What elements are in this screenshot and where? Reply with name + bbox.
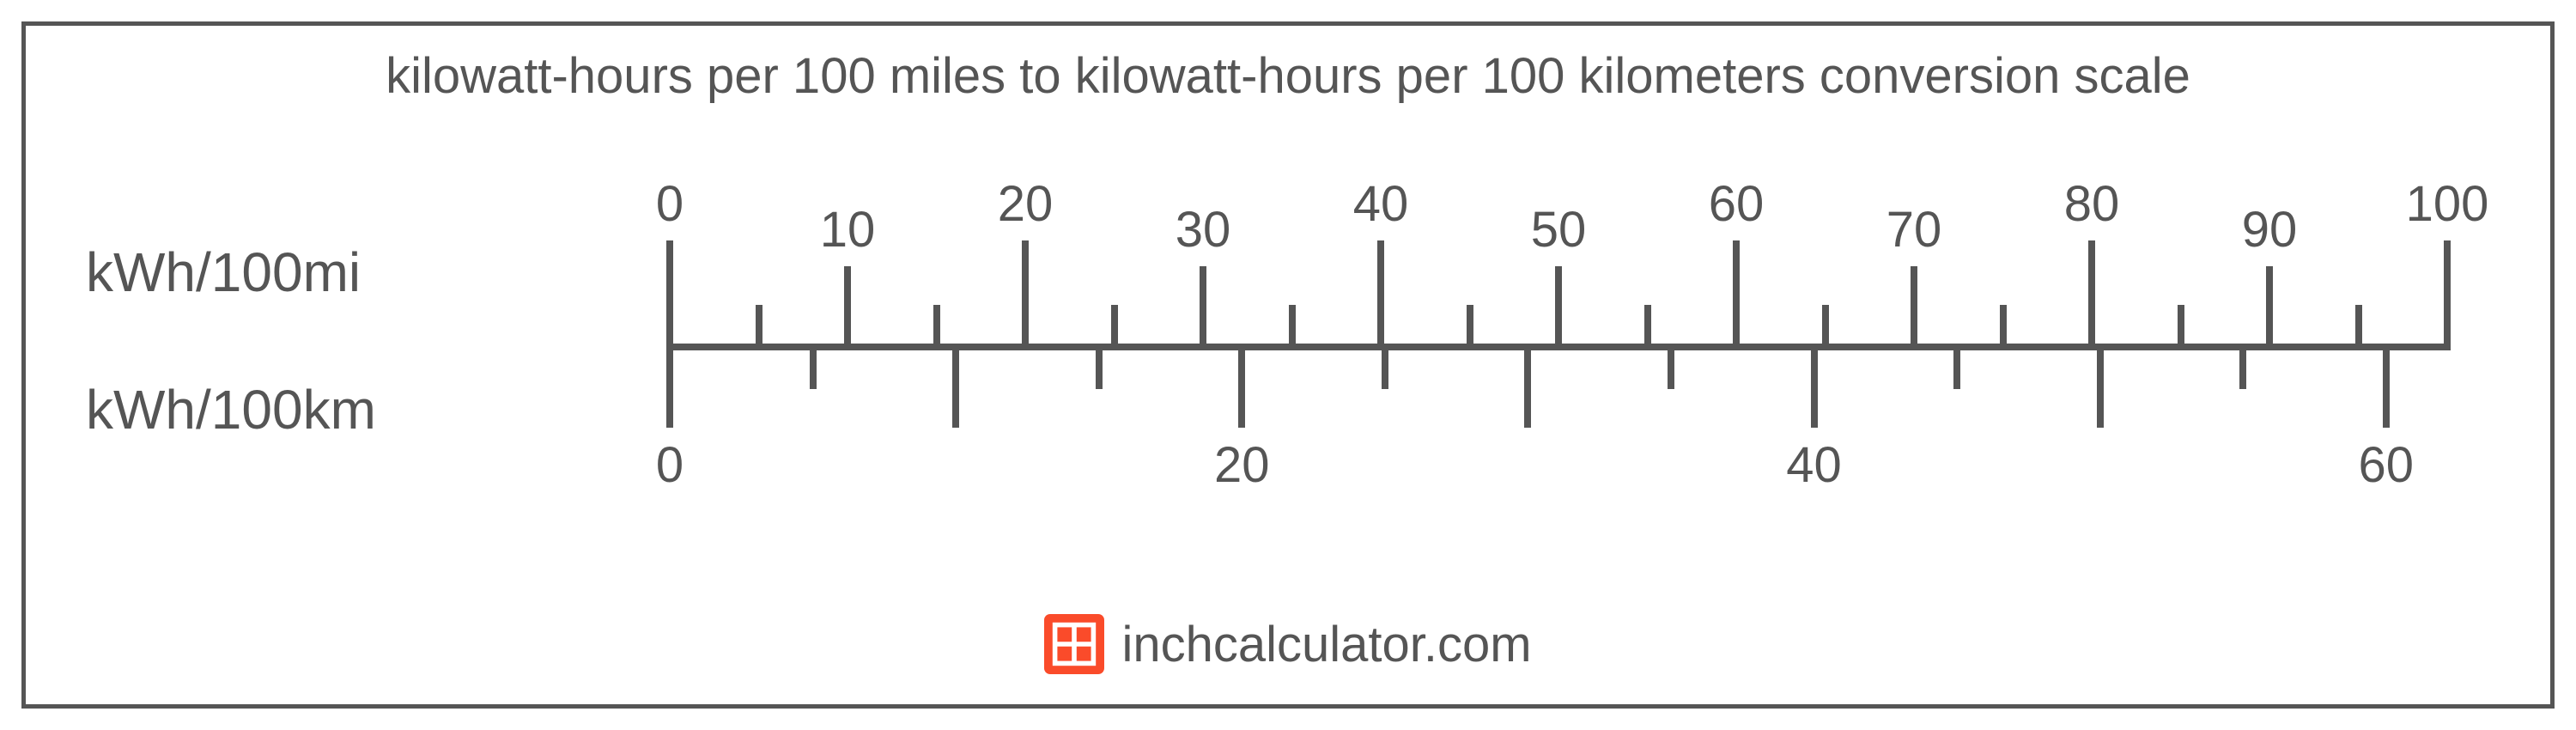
top-tick — [1644, 305, 1651, 350]
bottom-tick — [2383, 344, 2390, 428]
top-tick — [933, 305, 940, 350]
top-tick-label: 60 — [1709, 175, 1765, 233]
top-tick — [1022, 240, 1029, 350]
bottom-tick — [952, 344, 959, 428]
calculator-icon — [1044, 614, 1104, 674]
top-tick-label: 100 — [2406, 175, 2489, 233]
top-tick — [666, 240, 673, 350]
top-tick — [1377, 240, 1384, 350]
top-tick-label: 10 — [820, 201, 876, 259]
bottom-tick-label: 40 — [1786, 436, 1842, 494]
top-tick — [2178, 305, 2184, 350]
top-tick — [1733, 240, 1740, 350]
top-tick — [1911, 266, 1917, 350]
top-tick — [1467, 305, 1473, 350]
top-tick — [2000, 305, 2007, 350]
top-tick — [2088, 240, 2095, 350]
bottom-tick — [1382, 344, 1388, 389]
bottom-tick — [2097, 344, 2104, 428]
footer-text: inchcalculator.com — [1121, 616, 1531, 673]
top-tick-label: 80 — [2064, 175, 2120, 233]
bottom-tick — [1096, 344, 1103, 389]
top-tick-label: 30 — [1176, 201, 1231, 259]
top-tick-label: 90 — [2242, 201, 2298, 259]
top-tick-label: 0 — [656, 175, 683, 233]
bottom-tick — [1953, 344, 1960, 389]
bottom-unit-label: kWh/100km — [86, 378, 376, 441]
bottom-tick-label: 20 — [1214, 436, 1270, 494]
bottom-tick — [666, 344, 673, 428]
top-tick — [844, 266, 851, 350]
top-tick — [2444, 240, 2451, 350]
top-unit-label: kWh/100mi — [86, 240, 361, 304]
bottom-tick — [810, 344, 817, 389]
top-tick — [1289, 305, 1296, 350]
logo-svg — [1044, 614, 1104, 674]
top-tick-label: 50 — [1531, 201, 1587, 259]
bottom-tick — [1811, 344, 1818, 428]
bottom-tick — [1524, 344, 1531, 428]
bottom-tick-label: 0 — [656, 436, 683, 494]
bottom-tick — [2239, 344, 2246, 389]
top-tick — [1555, 266, 1562, 350]
top-tick-label: 20 — [998, 175, 1054, 233]
top-tick — [1200, 266, 1206, 350]
top-tick-label: 40 — [1353, 175, 1409, 233]
top-tick — [1822, 305, 1829, 350]
top-tick — [756, 305, 762, 350]
bottom-tick-label: 60 — [2359, 436, 2415, 494]
top-tick — [2355, 305, 2362, 350]
bottom-tick — [1668, 344, 1674, 389]
top-tick — [2266, 266, 2273, 350]
top-tick-label: 70 — [1886, 201, 1942, 259]
footer: inchcalculator.com — [0, 614, 2576, 678]
bottom-tick — [1238, 344, 1245, 428]
top-tick — [1111, 305, 1118, 350]
